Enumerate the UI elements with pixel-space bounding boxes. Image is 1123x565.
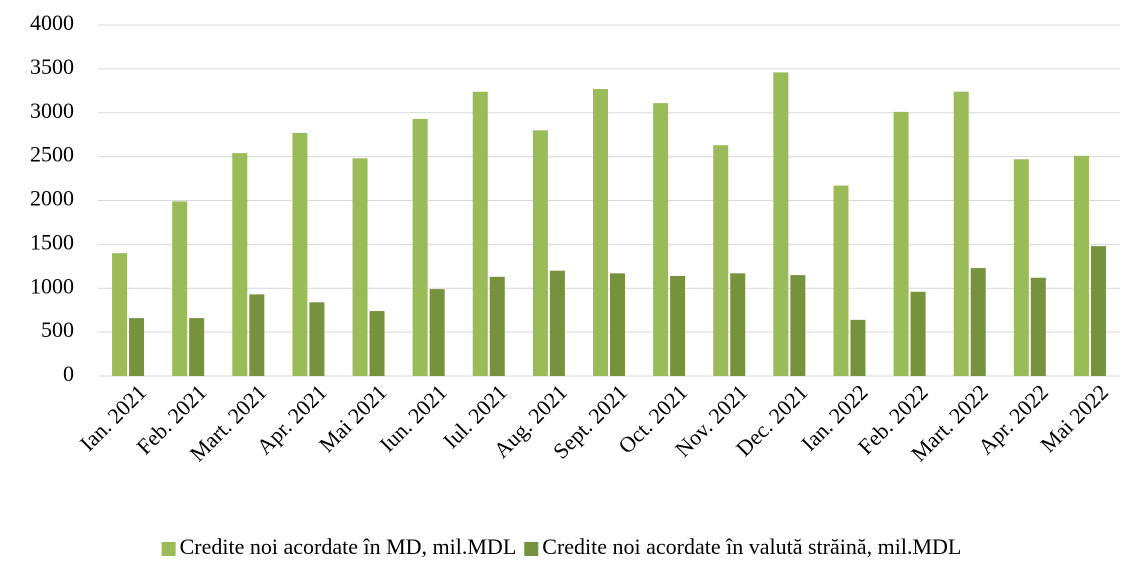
- bar: [112, 253, 128, 376]
- legend-label: Credite noi acordate în valută străină, …: [542, 534, 961, 559]
- bar: [472, 91, 488, 376]
- bar: [1073, 155, 1089, 376]
- bar: [833, 185, 849, 376]
- bar: [489, 276, 505, 376]
- bar: [429, 289, 445, 376]
- legend-swatch: [524, 542, 539, 556]
- bar: [970, 268, 986, 376]
- bar: [129, 318, 145, 376]
- bar: [1013, 159, 1029, 376]
- y-tick-label: 3500: [30, 54, 74, 79]
- bar: [249, 294, 265, 376]
- bar: [893, 111, 909, 376]
- bar: [549, 270, 565, 376]
- bar: [713, 145, 729, 376]
- bar: [610, 273, 625, 376]
- bar: [172, 201, 188, 376]
- bar: [309, 302, 325, 376]
- bar: [232, 153, 248, 376]
- y-tick-label: 2500: [30, 142, 74, 167]
- y-tick-label: 4000: [30, 10, 74, 35]
- bar: [910, 291, 926, 376]
- y-tick-label: 3000: [30, 98, 74, 123]
- bar: [730, 273, 746, 376]
- bar: [352, 158, 368, 376]
- bar: [532, 130, 548, 376]
- bar: [1030, 277, 1046, 376]
- bar: [670, 275, 686, 376]
- legend-label: Credite noi acordate în MD, mil.MDL: [180, 534, 517, 559]
- y-tick-label: 500: [41, 317, 74, 342]
- y-tick-label: 0: [63, 361, 74, 386]
- bar: [773, 72, 789, 376]
- bar: [369, 311, 385, 376]
- bar: [653, 103, 669, 376]
- bar: [953, 91, 969, 376]
- y-tick-label: 1500: [30, 229, 74, 254]
- bar: [593, 89, 608, 377]
- x-tick-label: Mai 2022: [1035, 379, 1113, 457]
- legend-swatch: [161, 542, 176, 556]
- y-tick-label: 2000: [30, 186, 74, 211]
- bar: [850, 319, 866, 376]
- bar: [292, 132, 308, 376]
- x-tick-label: Iun. 2021: [374, 379, 451, 456]
- bar: [1090, 246, 1106, 376]
- y-tick-label: 1000: [30, 273, 74, 298]
- bar: [412, 118, 428, 376]
- bar: [790, 275, 806, 376]
- bar: [189, 318, 205, 376]
